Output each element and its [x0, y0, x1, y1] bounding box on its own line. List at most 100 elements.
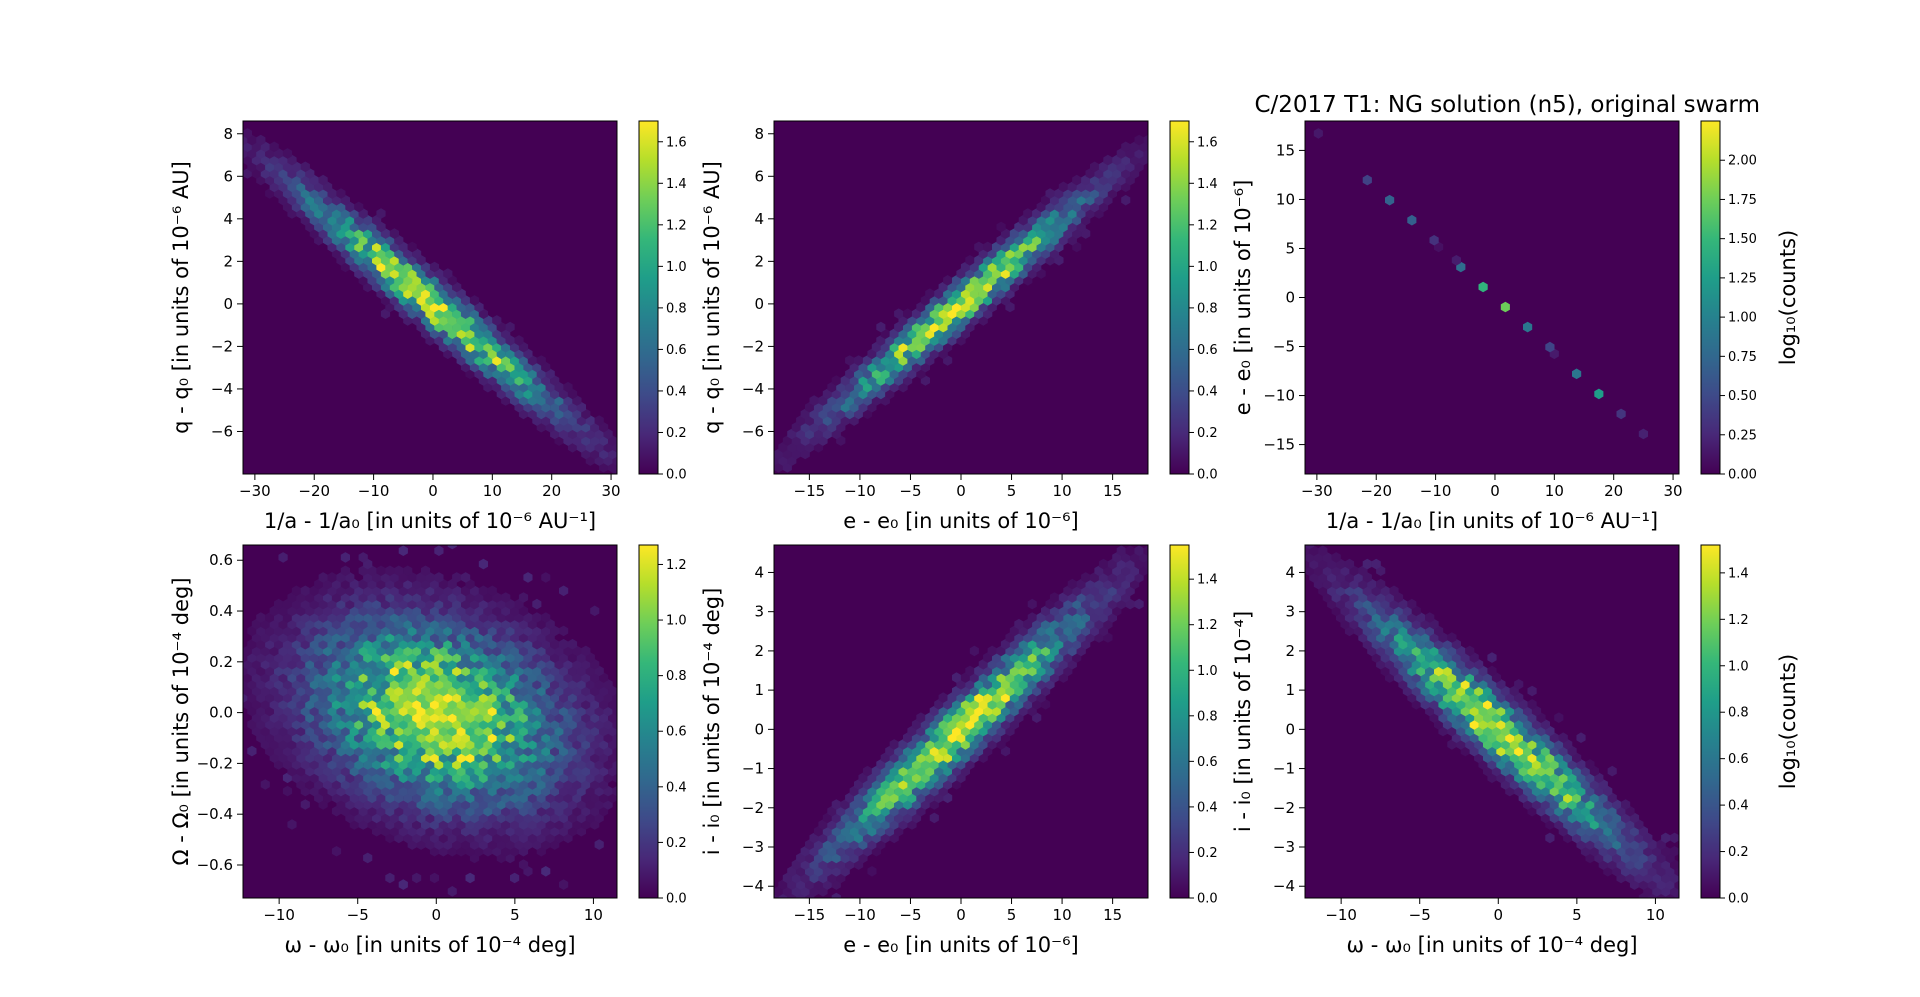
hexbin-cell: [1036, 652, 1046, 663]
hexbin-cell: [840, 415, 850, 426]
hexbin-cell: [938, 295, 948, 306]
hexbin-cell: [1465, 645, 1475, 657]
hexbin-cell: [518, 805, 529, 817]
hexbin-cell: [871, 779, 881, 790]
hexbin-cell: [1081, 228, 1091, 239]
hexbin-cell: [1058, 181, 1068, 193]
hexbin-cell: [443, 268, 453, 279]
hexbin-cell: [943, 355, 953, 366]
hexbin-cell: [1670, 899, 1679, 910]
hexbin-cell: [938, 719, 948, 730]
hexbin-cell: [331, 712, 342, 723]
hexbin-cell: [345, 201, 355, 213]
hexbin-cell: [1385, 592, 1395, 603]
hexbin-cell: [358, 261, 368, 273]
hexbin-cell: [1147, 144, 1148, 150]
hexbin-cell: [952, 712, 962, 723]
hexbin-cell: [331, 685, 342, 697]
hexbin-cell: [514, 625, 524, 637]
colorbar-tick-label: 0.0: [1197, 468, 1218, 483]
hexbin-cell: [385, 565, 395, 576]
hexbin-cell: [1465, 712, 1475, 723]
hexbin-cell: [496, 652, 506, 663]
hexbin-cell: [452, 572, 462, 583]
hexbin-cell: [532, 388, 542, 400]
hexbin-cell: [545, 712, 555, 723]
hexbin-cell: [541, 812, 551, 824]
hexbin-cell: [319, 532, 328, 543]
y-tick-label: −6: [211, 422, 233, 440]
hexbin-cell: [938, 745, 948, 757]
hexbin-cell: [429, 752, 439, 763]
hexbin-cell: [358, 685, 368, 697]
hexbin-cell: [621, 679, 630, 690]
hexbin-cell: [1045, 188, 1055, 199]
hexbin-cell: [492, 355, 502, 366]
colorbar-tick-label: 0.50: [1728, 389, 1757, 404]
y-tick-label: 4: [1285, 563, 1295, 581]
hexbin-cell: [1045, 228, 1055, 239]
y-tick-label: 15: [1276, 141, 1295, 159]
hexbin-cell: [501, 805, 511, 817]
hexbin-cell: [425, 745, 435, 757]
x-tick-label: −15: [794, 482, 826, 500]
hexbin-cell: [434, 545, 444, 556]
colorbar-tick-label: 1.4: [666, 177, 687, 192]
hexbin-cell: [309, 228, 319, 239]
hexbin-cell: [1580, 779, 1591, 790]
colorbar-tick-label: 0.75: [1728, 350, 1757, 365]
hexbin-cell: [778, 892, 788, 898]
hexbin-cell: [510, 712, 520, 723]
colorbar-gradient: [1700, 120, 1721, 475]
hexbin-cell: [1558, 745, 1568, 757]
hexbin-cell: [323, 592, 333, 603]
hexbin-cell: [398, 545, 408, 556]
x-tick-label: 5: [510, 906, 520, 924]
hexbin-cell: [929, 321, 939, 333]
hexbin-cell: [880, 381, 890, 393]
hexbin-cell: [845, 381, 855, 393]
colorbar-gradient: [1169, 544, 1190, 899]
colorbar-label: log₁₀(counts): [1776, 654, 1800, 789]
hexbin-cell: [443, 652, 453, 663]
hexbin-cell: [532, 839, 542, 850]
colorbar-tick-label: 1.6: [666, 135, 687, 150]
hexbin-cell: [987, 645, 997, 657]
colorbar-tick-label: 0.8: [1197, 301, 1218, 316]
hexbin-cell: [452, 839, 462, 850]
x-tick-label: −15: [794, 906, 826, 924]
hexbin-cell: [952, 752, 962, 763]
hexbin-cell: [1134, 598, 1144, 610]
subplot-5: −15 −10 −5 0 5 10 15e - e₀ [in units of 10⁻⁶]−…: [700, 544, 1218, 957]
y-tick-label: 0: [754, 295, 764, 313]
hexbin-cell: [1072, 625, 1082, 637]
hexbin-cell: [1027, 228, 1037, 239]
hexbin-cell: [536, 685, 546, 697]
hexbin-cell: [510, 805, 520, 817]
hexbin-cell: [889, 381, 899, 393]
hexbin-cell: [590, 685, 600, 697]
hexbin-cell: [1576, 839, 1586, 850]
hexbin-cell: [1505, 745, 1515, 757]
hexbin-cell: [403, 805, 413, 817]
hexbin-cell: [323, 618, 333, 630]
hexbin-cell: [934, 752, 944, 763]
y-tick-label: 4: [754, 210, 764, 228]
hexbin-cell: [336, 228, 346, 239]
hexbin-cell: [1491, 752, 1501, 763]
hexbin-cell: [496, 839, 506, 850]
hexbin-cell: [438, 659, 448, 670]
hexbin-cell: [1500, 685, 1510, 697]
colorbar-tick-label: 1.2: [666, 218, 687, 233]
hexbin-cell: [978, 261, 988, 273]
hexbin-cell: [840, 812, 850, 824]
y-axis-label: Ω - Ω₀ [in units of 10⁻⁴ deg]: [169, 577, 193, 865]
hexbin-cell: [616, 755, 617, 761]
hexbin-cell: [536, 618, 546, 630]
y-axis: −6 −4 −2 0 2 4 6 8: [211, 125, 243, 440]
y-tick-label: −4: [742, 380, 764, 398]
hexbin-cell: [1362, 558, 1372, 570]
hexbin-cell: [1505, 719, 1515, 730]
hexbin-cell: [889, 355, 899, 366]
colorbar-tick-label: 0.8: [1728, 706, 1749, 721]
